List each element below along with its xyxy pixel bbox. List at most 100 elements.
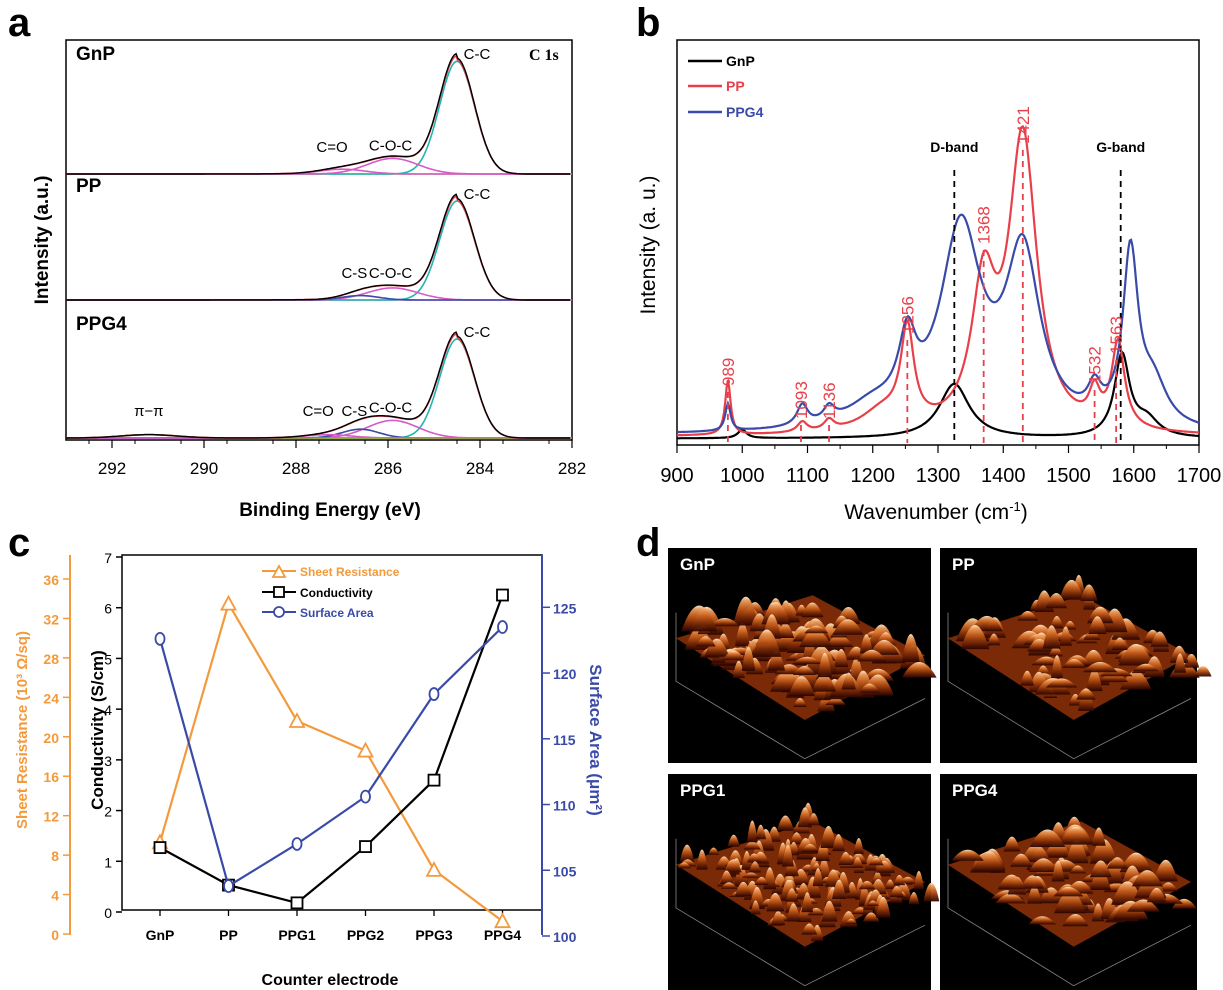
afm-peak — [1089, 860, 1112, 878]
panel-c-point-sheet-resistance — [425, 861, 443, 877]
panel-b-x-tick-label: 1000 — [720, 465, 765, 487]
afm-peak — [750, 900, 761, 915]
afm-peak — [681, 605, 718, 632]
afm-peak — [748, 861, 762, 873]
panel-c-line-sheet-resistance — [158, 600, 504, 923]
afm-peak — [1059, 626, 1072, 646]
panel-c-conductivity-tick-label: 4 — [104, 702, 112, 718]
afm-peak — [1080, 584, 1098, 601]
afm-peak — [997, 874, 1026, 890]
afm-peak — [696, 849, 708, 870]
panel-a-peak-label: C=O — [316, 139, 347, 156]
panel-b-legend: GnP PP PPG4 — [688, 53, 764, 120]
afm-peak — [1053, 887, 1084, 897]
panel-b-x-axis-label: Wavenumber (cm-1) — [844, 499, 1028, 524]
panel-c-surface-area-tick-label: 115 — [553, 732, 576, 748]
afm-peak — [838, 851, 853, 865]
panel-c-surface-area-tick-label: 120 — [553, 666, 577, 682]
legend-triangle-marker — [271, 564, 287, 578]
afm-peak — [1003, 836, 1021, 852]
afm-peak — [902, 634, 920, 662]
panel-c-point-surface-area — [291, 837, 303, 851]
afm-peak — [743, 841, 761, 850]
panel-c-line-conductivity — [159, 594, 504, 905]
panel-c-conductivity-tick-label: 0 — [104, 905, 112, 921]
panel-c-surface-area-tick-label: 110 — [553, 798, 576, 814]
panel-c-line-surface-area — [158, 626, 504, 888]
panel-c-sheet-resistance-tick-label: 28 — [43, 651, 59, 667]
panel-a-envelope-fit — [66, 332, 571, 439]
afm-peak — [821, 900, 838, 922]
afm-peak — [782, 844, 794, 867]
afm-peak — [801, 923, 818, 935]
panel-c-point-sheet-resistance — [219, 594, 238, 611]
afm-peak — [841, 672, 856, 690]
panel-c-sheet-resistance-tick-label: 32 — [43, 611, 59, 627]
afm-peak — [727, 834, 740, 847]
panel-c-point-surface-area — [497, 620, 508, 634]
afm-peak — [1118, 643, 1154, 666]
afm-peak — [913, 871, 924, 890]
afm-peak — [889, 885, 904, 897]
panel-c-conductivity-tick-label: 2 — [104, 804, 112, 820]
afm-peak — [1146, 887, 1167, 903]
panel-label-c: c — [8, 521, 30, 565]
panel-a-peak-label: C=O — [303, 403, 334, 420]
afm-peak — [677, 862, 691, 869]
panel-c-sheet-resistance-axis-label: Sheet Resistance (10³ Ω/sq) — [14, 631, 31, 829]
afm-peak — [786, 903, 801, 922]
panel-a-peak-label: C-O-C — [369, 265, 412, 282]
afm-peak — [1132, 663, 1159, 672]
afm-image-label: PPG4 — [952, 781, 998, 800]
afm-peak — [1126, 899, 1160, 912]
legend-label-surface-area: Surface Area — [300, 606, 374, 620]
afm-peak — [1062, 914, 1089, 927]
afm-peak — [1143, 656, 1165, 677]
panel-c-point-surface-area — [154, 631, 166, 646]
panel-a-component-peak — [66, 200, 571, 301]
panel-b-spectrum-ppg4 — [676, 213, 1200, 434]
panel-label-b: b — [636, 1, 660, 45]
panel-b-raman-chart: Wavenumber (cm-1) Intensity (a. u.) 900 1… — [637, 39, 1221, 524]
panel-c-surface-area-tick-label: 125 — [553, 600, 577, 616]
panel-d-afm-images: GnP PP PPG1 PPG4 — [668, 548, 1212, 990]
afm-peak — [825, 634, 853, 647]
afm-peak — [885, 879, 896, 889]
afm-peak — [859, 634, 873, 654]
afm-peak — [832, 879, 847, 899]
afm-peak — [908, 892, 920, 905]
panel-b-peak-label: 1563 — [1107, 316, 1126, 354]
panel-c-sheet-resistance-tick-label: 20 — [43, 730, 59, 746]
panel-c-multi-axis-chart: 0481216202428323601234567100105110115120… — [14, 550, 605, 989]
panel-c-point-sheet-resistance — [288, 712, 306, 728]
panel-c-category-label: PPG2 — [347, 927, 385, 943]
afm-peak — [1088, 616, 1107, 634]
panel-c-category-label: PPG3 — [415, 927, 453, 943]
afm-peak — [1107, 857, 1128, 869]
afm-peak — [1046, 678, 1078, 688]
afm-peak — [857, 649, 887, 662]
panel-b-x-tick-label: 1400 — [981, 465, 1026, 487]
afm-peak — [1029, 829, 1066, 847]
afm-peak — [709, 617, 740, 627]
afm-peak — [893, 874, 906, 886]
afm-peak — [742, 872, 760, 878]
panel-c-conductivity-tick-label: 7 — [104, 550, 112, 566]
afm-peak — [741, 851, 753, 870]
panel-a-peak-label: C-O-C — [369, 137, 412, 154]
afm-peak — [1065, 840, 1089, 864]
panel-b-peak-label: 1532 — [1086, 346, 1105, 384]
panel-a-xps-chart: C 1s Binding Energy (eV) Intensity (a.u.… — [32, 39, 586, 521]
afm-peak — [801, 602, 824, 618]
legend-label-pp: PP — [726, 78, 745, 94]
panel-b-x-tick-label: 900 — [660, 465, 693, 487]
afm-image-ppg1: PPG1 — [668, 774, 940, 990]
afm-peak — [771, 911, 786, 926]
panel-b-x-tick-label: 1600 — [1112, 465, 1157, 487]
afm-peak — [1048, 646, 1063, 657]
panel-a-peak-label: C-O-C — [369, 399, 412, 416]
panel-c-category-label: GnP — [146, 927, 175, 943]
afm-peak — [733, 596, 759, 626]
panel-c-conductivity-tick-label: 6 — [104, 601, 112, 617]
legend-label-sheet-resistance: Sheet Resistance — [300, 565, 400, 579]
